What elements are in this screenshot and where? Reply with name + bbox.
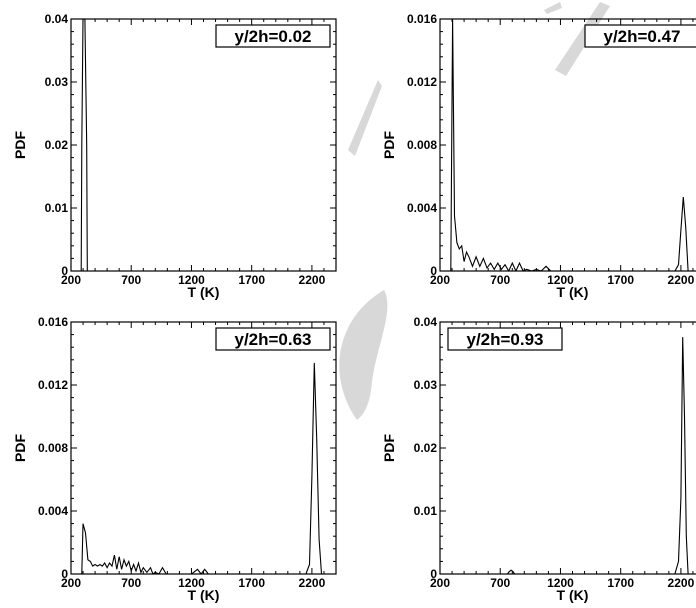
pdf-series-line [450,19,696,271]
chart-panel-2: 200 700 1200 1700 2200 0 0.004 0.008 0.012 0.016 T… [381,12,696,300]
x-tick-label: 700 [490,273,510,287]
plot-frame [439,321,696,575]
annotation-box [447,327,563,351]
x-tick-label: 700 [121,273,141,287]
y-tick-label: 0 [430,264,437,278]
background-watermark [339,2,610,420]
annotation-label: y/2h=0.93 [466,330,543,349]
y-tick-label: 0.012 [38,378,68,392]
plot-frame [70,321,337,575]
y-tick-label: 0.004 [38,504,68,518]
y-tick-label: 0.03 [45,75,69,89]
chart-panel-1: 200 700 1200 1700 2200 0 0.01 0.02 0.03 0.04 T (K)… [12,12,337,300]
x-tick-label: 200 [61,273,81,287]
pdf-series-line [81,362,336,574]
y-tick-label: 0.012 [407,75,437,89]
x-tick-label: 1700 [238,576,265,590]
x-tick-label: 1700 [607,576,634,590]
y-tick-label: 0.016 [38,315,68,329]
annotation-label: y/2h=0.02 [234,27,311,46]
x-tick-label: 700 [121,576,141,590]
y-tick-label: 0.04 [414,315,438,329]
y-tick-label: 0 [430,567,437,581]
chart-panel-4: 200 700 1200 1700 2200 0 0.01 0.02 0.03 0.04 T (K)… [381,315,696,603]
plot-frame [70,18,337,272]
x-tick-label: 1200 [547,576,574,590]
x-axis-title: T (K) [188,587,220,603]
annotation-label: y/2h=0.47 [603,27,680,46]
x-tick-label: 700 [490,576,510,590]
annotation-box [584,24,696,48]
x-tick-label: 1700 [238,273,265,287]
y-tick-label: 0.01 [414,504,438,518]
y-tick-label: 0.008 [38,441,68,455]
x-tick-label: 2200 [299,273,326,287]
x-tick-label: 2200 [668,273,695,287]
x-axis-title: T (K) [557,587,589,603]
x-tick-label: 1200 [178,273,205,287]
y-axis-title: PDF [381,131,397,159]
y-tick-label: 0.008 [407,138,437,152]
x-tick-label: 1700 [607,273,634,287]
y-axis-title: PDF [381,434,397,462]
y-tick-label: 0.03 [414,378,438,392]
x-tick-label: 1200 [178,576,205,590]
y-tick-label: 0.02 [45,138,69,152]
x-tick-label: 2200 [299,576,326,590]
x-axis-title: T (K) [557,284,589,300]
annotation-label: y/2h=0.63 [234,330,311,349]
y-axis-title: PDF [12,434,28,462]
annotation-box [215,327,331,351]
pdf-series-line [440,337,696,574]
y-tick-label: 0 [61,567,68,581]
chart-panel-3: 200 700 1200 1700 2200 0 0.004 0.008 0.012 0.016 T… [12,315,337,603]
x-tick-label: 2200 [668,576,695,590]
y-tick-label: 0.01 [45,201,69,215]
y-axis-title: PDF [12,131,28,159]
annotation-box [215,24,331,48]
x-tick-label: 1200 [547,273,574,287]
y-tick-label: 0.02 [414,441,438,455]
y-tick-label: 0 [61,264,68,278]
x-tick-label: 200 [61,576,81,590]
y-tick-label: 0.04 [45,12,69,26]
x-tick-label: 200 [430,273,450,287]
y-tick-label: 0.016 [407,12,437,26]
x-axis-title: T (K) [188,284,220,300]
pdf-series-line [80,19,88,271]
y-tick-label: 0.004 [407,201,437,215]
x-tick-label: 200 [430,576,450,590]
